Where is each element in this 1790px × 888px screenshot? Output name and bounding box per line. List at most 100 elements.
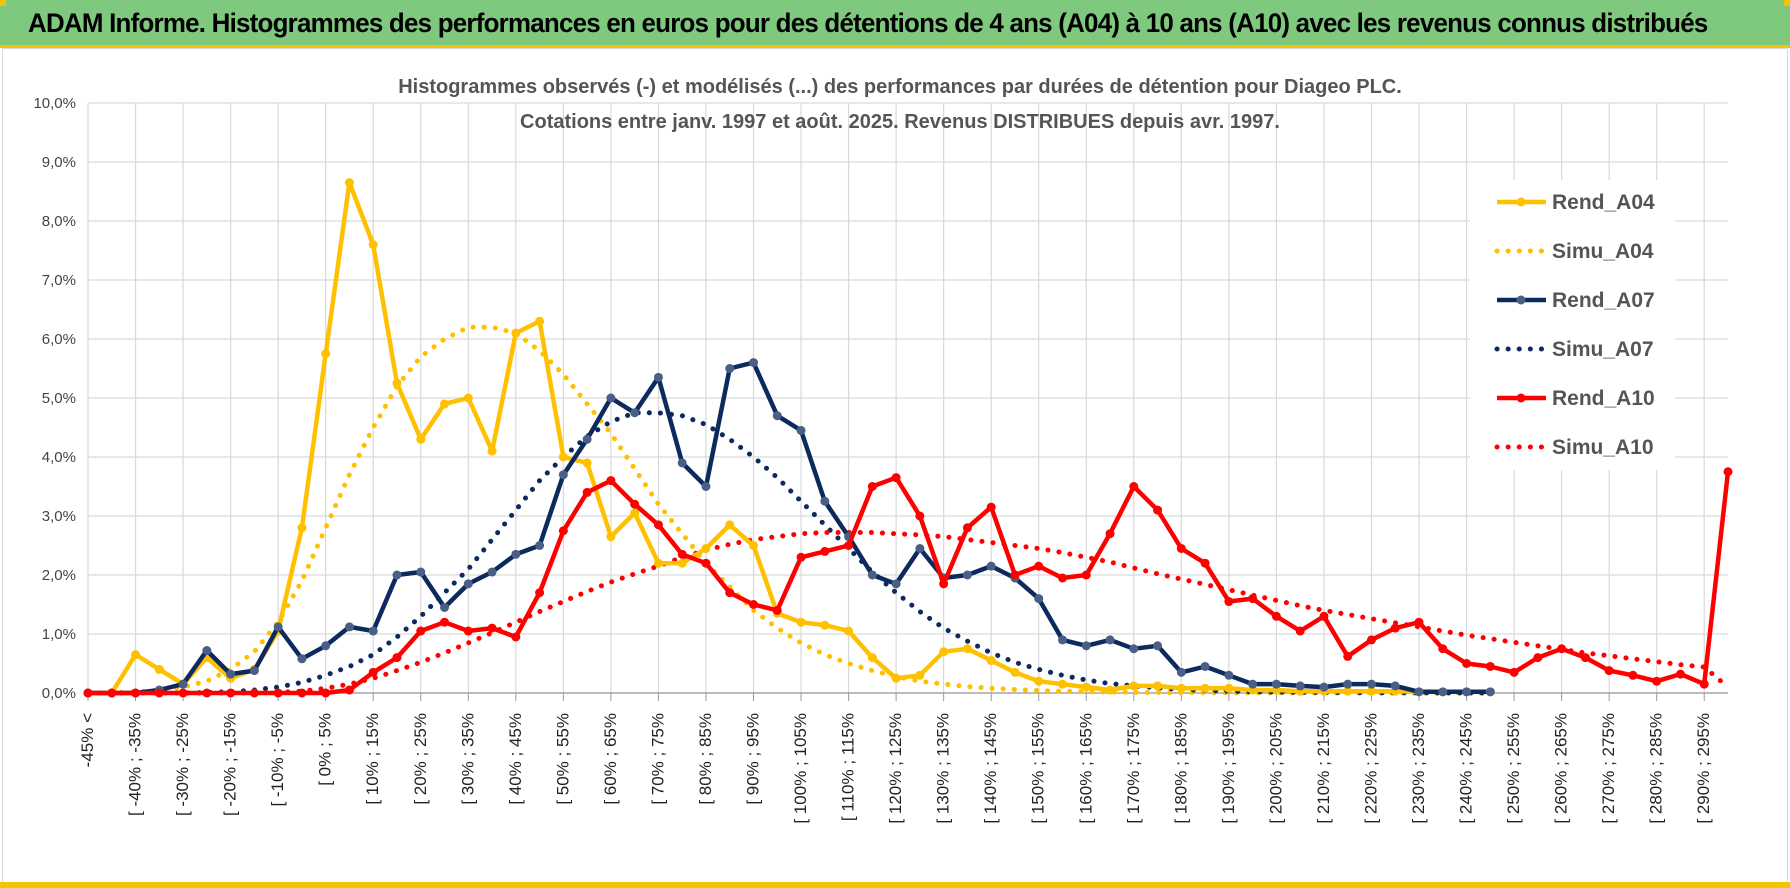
x-tick-label: [ -40% ; -35% xyxy=(126,713,145,816)
data-point-rend_a04 xyxy=(463,393,473,403)
data-point-rend_a07 xyxy=(226,669,236,679)
data-point-rend_a10 xyxy=(1010,570,1020,580)
legend-marker-rend_a07 xyxy=(1516,295,1526,305)
data-point-rend_a10 xyxy=(1057,573,1067,583)
corner-accent-tr xyxy=(1784,0,1790,6)
header-banner: ADAM Informe. Histogrammes des performan… xyxy=(0,0,1790,48)
data-point-rend_a07 xyxy=(772,411,782,421)
data-point-rend_a04 xyxy=(1176,683,1186,693)
data-point-rend_a04 xyxy=(1105,685,1115,695)
data-point-rend_a07 xyxy=(1153,641,1163,651)
legend-label-simu_a10: Simu_A10 xyxy=(1552,436,1654,459)
data-point-rend_a07 xyxy=(1485,687,1495,697)
data-point-rend_a10 xyxy=(1224,597,1234,607)
data-point-rend_a07 xyxy=(725,364,735,373)
data-point-rend_a10 xyxy=(416,626,426,636)
data-point-rend_a10 xyxy=(535,588,545,598)
y-tick-label: 7,0% xyxy=(42,272,76,289)
x-tick-label: [ 290% ; 295% xyxy=(1694,713,1713,824)
data-point-rend_a04 xyxy=(1034,676,1044,686)
x-tick-label: [ 250% ; 255% xyxy=(1504,713,1523,824)
x-tick-label: [ 240% ; 245% xyxy=(1457,713,1476,824)
data-point-rend_a04 xyxy=(416,434,426,444)
data-point-rend_a07 xyxy=(1462,687,1472,697)
data-point-rend_a10 xyxy=(392,653,402,663)
data-point-rend_a07 xyxy=(1271,679,1281,689)
data-point-rend_a07 xyxy=(1248,679,1258,689)
x-tick-label: [ 200% ; 205% xyxy=(1266,713,1285,824)
data-point-rend_a04 xyxy=(820,620,830,630)
x-tick-label: [ 20% ; 25% xyxy=(411,713,430,805)
data-point-rend_a10 xyxy=(107,688,117,698)
data-point-rend_a10 xyxy=(321,688,331,698)
x-tick-label: [ 130% ; 135% xyxy=(934,713,953,824)
data-point-rend_a10 xyxy=(297,688,307,698)
data-point-rend_a04 xyxy=(749,541,759,550)
data-point-rend_a10 xyxy=(1509,667,1519,677)
data-point-rend_a10 xyxy=(273,688,283,698)
x-tick-label: [ 150% ; 155% xyxy=(1029,713,1048,824)
data-point-rend_a04 xyxy=(344,178,354,188)
data-point-rend_a07 xyxy=(1200,661,1210,671)
x-tick-label: [ -10% ; -5% xyxy=(268,713,287,807)
data-point-rend_a04 xyxy=(1200,683,1210,693)
data-point-rend_a07 xyxy=(535,541,545,550)
data-point-rend_a07 xyxy=(368,626,378,636)
data-point-rend_a07 xyxy=(558,470,568,480)
x-tick-label: [ 100% ; 105% xyxy=(791,713,810,824)
y-tick-label: 4,0% xyxy=(42,449,76,466)
data-point-rend_a10 xyxy=(1248,594,1258,604)
data-point-rend_a10 xyxy=(558,526,568,536)
x-tick-label: [ -20% ; -15% xyxy=(221,713,240,816)
data-point-rend_a10 xyxy=(749,600,759,609)
data-point-rend_a10 xyxy=(1153,505,1163,515)
data-point-rend_a07 xyxy=(1081,641,1091,651)
data-point-rend_a04 xyxy=(796,617,806,627)
x-tick-label: [ 230% ; 235% xyxy=(1409,713,1428,824)
legend-label-simu_a04: Simu_A04 xyxy=(1552,240,1654,263)
data-point-rend_a10 xyxy=(1438,644,1448,654)
data-point-rend_a10 xyxy=(344,685,354,695)
data-point-rend_a10 xyxy=(630,499,640,509)
data-point-rend_a07 xyxy=(867,570,877,580)
data-point-rend_a04 xyxy=(440,399,450,409)
data-point-rend_a10 xyxy=(1604,666,1614,676)
data-point-rend_a04 xyxy=(701,543,711,553)
x-tick-label: [ 50% ; 55% xyxy=(553,713,572,805)
data-point-rend_a07 xyxy=(606,393,616,403)
data-point-rend_a07 xyxy=(1366,679,1376,689)
data-point-rend_a10 xyxy=(677,549,687,559)
y-tick-label: 3,0% xyxy=(42,508,76,525)
data-point-rend_a07 xyxy=(249,666,259,676)
chart-title: Histogrammes observés (-) et modélisés (… xyxy=(398,76,1402,98)
x-tick-label: [ 270% ; 275% xyxy=(1599,713,1618,824)
data-point-rend_a10 xyxy=(1628,670,1638,680)
data-point-rend_a10 xyxy=(986,502,996,512)
data-point-rend_a07 xyxy=(1057,635,1067,645)
data-point-rend_a07 xyxy=(582,434,592,444)
data-point-rend_a10 xyxy=(1580,653,1590,663)
data-point-rend_a10 xyxy=(772,605,782,615)
data-point-rend_a04 xyxy=(1224,683,1234,693)
y-tick-label: 9,0% xyxy=(42,154,76,171)
data-point-rend_a10 xyxy=(844,541,854,550)
x-tick-label: [ 220% ; 225% xyxy=(1361,713,1380,824)
data-point-rend_a10 xyxy=(915,511,925,521)
data-point-rend_a07 xyxy=(344,622,354,632)
data-point-rend_a07 xyxy=(820,496,830,506)
x-tick-label: [ 210% ; 215% xyxy=(1314,713,1333,824)
data-point-rend_a04 xyxy=(321,349,331,359)
data-point-rend_a07 xyxy=(1176,667,1186,677)
data-point-rend_a07 xyxy=(962,570,972,580)
x-tick-label: [ 30% ; 35% xyxy=(458,713,477,805)
y-tick-label: 1,0% xyxy=(42,626,76,643)
data-point-rend_a07 xyxy=(677,458,687,468)
data-point-rend_a04 xyxy=(368,240,378,250)
x-tick-label: [ 10% ; 15% xyxy=(363,713,382,805)
data-point-rend_a10 xyxy=(1414,617,1424,627)
data-point-rend_a10 xyxy=(606,476,616,486)
data-point-rend_a10 xyxy=(1557,644,1567,654)
data-point-rend_a04 xyxy=(1366,686,1376,696)
data-point-rend_a04 xyxy=(844,626,854,636)
data-point-rend_a07 xyxy=(1105,635,1115,645)
